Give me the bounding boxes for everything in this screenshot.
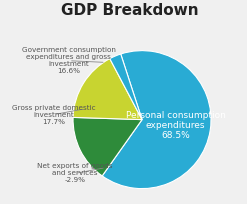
Text: Gross private domestic
investment
17.7%: Gross private domestic investment 17.7% [12, 105, 96, 125]
Text: Net exports of goods
and services
-2.9%: Net exports of goods and services -2.9% [37, 163, 112, 183]
Wedge shape [73, 117, 142, 176]
Text: Personal consumption
expenditures
68.5%: Personal consumption expenditures 68.5% [126, 111, 226, 140]
Wedge shape [102, 51, 211, 189]
Wedge shape [73, 59, 142, 120]
Title: GDP Breakdown: GDP Breakdown [61, 3, 198, 18]
Wedge shape [110, 54, 142, 120]
Text: Government consumption
expenditures and gross
investment
16.6%: Government consumption expenditures and … [22, 47, 116, 74]
